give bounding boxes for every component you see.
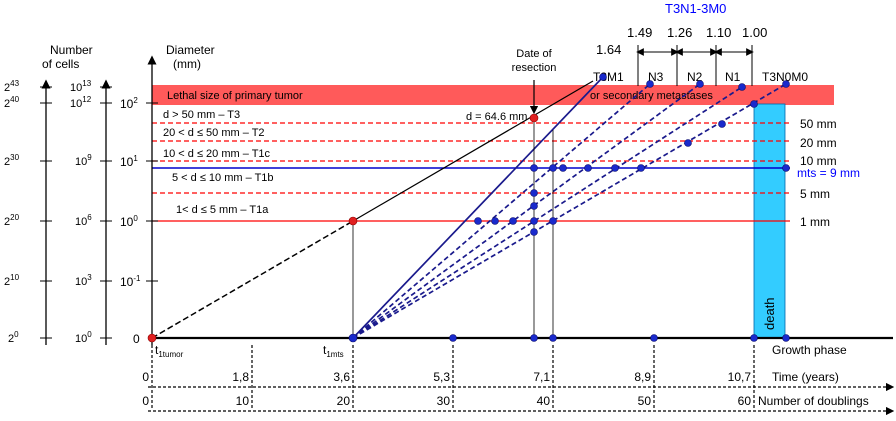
- primary-growth-solid: [352, 80, 594, 222]
- t1mts-label: t1mts: [323, 343, 344, 359]
- doublings-tick-1: 10: [236, 394, 250, 408]
- diameter-axis-title-1: Diameter: [166, 43, 215, 57]
- growth-phase-label: Growth phase: [772, 343, 847, 357]
- stage-value-164: 1.64: [596, 42, 621, 57]
- right-label-1mm: 1 mm: [800, 215, 830, 229]
- doublings-tick-2: 20: [337, 394, 351, 408]
- diameter-tick-1: 100: [120, 214, 138, 229]
- time-tick-6: 10,7: [728, 370, 752, 384]
- time-separators: [151, 345, 755, 410]
- cells10-tick-13: 1013: [70, 79, 92, 94]
- axis-ticks: [40, 86, 158, 339]
- time-tick-4: 7,1: [533, 370, 550, 384]
- diameter-labels: 102 101 100 10-1 0: [120, 96, 141, 346]
- fan-line-t3m1: [352, 76, 604, 339]
- stage-value-110: 1.10: [706, 25, 731, 40]
- right-label-10mm: 10 mm: [800, 154, 837, 168]
- diameter-tick-10: 101: [120, 154, 138, 169]
- metastasis-fan: [352, 76, 787, 339]
- cells2-tick-40: 240: [4, 95, 20, 110]
- stage-value-149: 1.49: [627, 25, 652, 40]
- cells10-tick-9: 109: [75, 153, 92, 168]
- diameter-axis-title-2: (mm): [173, 57, 201, 71]
- cells10-tick-3: 103: [75, 273, 92, 288]
- right-label-50mm: 50 mm: [800, 117, 837, 131]
- doublings-tick-6: 60: [738, 394, 752, 408]
- point-origin: [147, 333, 157, 343]
- point-axis-654: [650, 334, 658, 342]
- doublings-tick-4: 40: [537, 394, 551, 408]
- cells10-tick-12: 1012: [70, 95, 92, 110]
- lethal-label: Lethal size of primary tumor: [167, 90, 303, 102]
- diameter-tick-0.1: 10-1: [120, 274, 141, 289]
- stage-n3: N3: [648, 70, 664, 84]
- stage-n1: N1: [725, 70, 741, 84]
- mts-label: mts = 9 mm: [797, 166, 860, 180]
- doublings-tick-3: 30: [437, 394, 451, 408]
- fan-line-n3: [352, 83, 651, 339]
- cells10-tick-6: 106: [75, 213, 92, 228]
- stage-value-100: 1.00: [742, 25, 767, 40]
- time-ticks: 0 1,8 3,6 5,3 7,1 8,9 10,7: [142, 370, 751, 384]
- category-t3: d > 50 mm – T3: [163, 109, 240, 121]
- date-resection-line1: Date of: [516, 48, 552, 60]
- diameter-tick-0: 0: [133, 332, 140, 346]
- category-t2: 20 < d ≤ 50 mm – T2: [163, 127, 265, 139]
- time-tick-1: 1,8: [232, 370, 249, 384]
- blue-points: [348, 73, 790, 343]
- point-axis-553: [549, 334, 557, 342]
- time-axis-label: Time (years): [772, 370, 839, 384]
- cells-axis-title-2: of cells: [42, 57, 79, 71]
- category-t1a: 1< d ≤ 5 mm – T1a: [176, 204, 269, 216]
- point-axis-754: [750, 334, 758, 342]
- point-axis-534: [530, 334, 538, 342]
- metastases-label: or secondary metastases: [590, 90, 713, 102]
- fan-line-n1: [352, 86, 743, 339]
- diameter-tick-100: 102: [120, 96, 138, 111]
- primary-growth-dashed: [151, 220, 354, 339]
- cells2-tick-20: 220: [4, 213, 20, 228]
- point-mts-origin: [348, 333, 358, 343]
- stage-t3n0m0: T3N0M0: [762, 70, 808, 84]
- cells2-tick-30: 230: [4, 153, 20, 168]
- doublings-axis-label: Number of doublings: [758, 394, 869, 408]
- time-tick-5: 8,9: [634, 370, 651, 384]
- red-points: [147, 113, 539, 343]
- stage-value-126: 1.26: [667, 25, 692, 40]
- fan-line-t3n0m0: [352, 83, 787, 339]
- stage-t3m1: T3M1: [593, 70, 624, 84]
- doublings-tick-5: 50: [638, 394, 652, 408]
- point-axis-786: [782, 334, 790, 342]
- doublings-ticks: 0 10 20 30 40 50 60: [142, 394, 751, 408]
- t1tumor-label: t1tumor: [155, 343, 184, 359]
- time-tick-3: 5,3: [433, 370, 450, 384]
- right-label-5mm: 5 mm: [800, 187, 830, 201]
- cells10-tick-0: 100: [75, 330, 92, 345]
- death-label: death: [762, 297, 777, 330]
- time-tick-0: 0: [142, 370, 149, 384]
- resection-diameter: d = 64.6 mm: [466, 111, 527, 123]
- cells2-tick-10: 210: [4, 273, 20, 288]
- time-tick-2: 3,6: [333, 370, 350, 384]
- point-axis-453: [449, 334, 457, 342]
- cells2-tick-0: 20: [8, 330, 19, 345]
- cells-axis-title-1: Number: [50, 43, 93, 57]
- right-label-20mm: 20 mm: [800, 136, 837, 150]
- category-t1b: 5 < d ≤ 10 mm – T1b: [172, 172, 274, 184]
- cells2-tick-43: 243: [4, 79, 20, 94]
- doublings-tick-0: 0: [142, 394, 149, 408]
- cells10-labels: 1013 1012 109 106 103 100: [70, 79, 92, 345]
- stage-top-label: T3N1-3M0: [665, 1, 726, 16]
- date-resection-line2: resection: [512, 62, 557, 74]
- category-t1c: 10 < d ≤ 20 mm – T1c: [163, 148, 271, 160]
- cells2-labels: 243 240 230 220 210 20: [4, 79, 20, 345]
- category-lines: [152, 122, 790, 194]
- point-resection: [529, 113, 539, 123]
- lethal-band: [152, 85, 834, 105]
- point-1mm-primary: [348, 216, 358, 226]
